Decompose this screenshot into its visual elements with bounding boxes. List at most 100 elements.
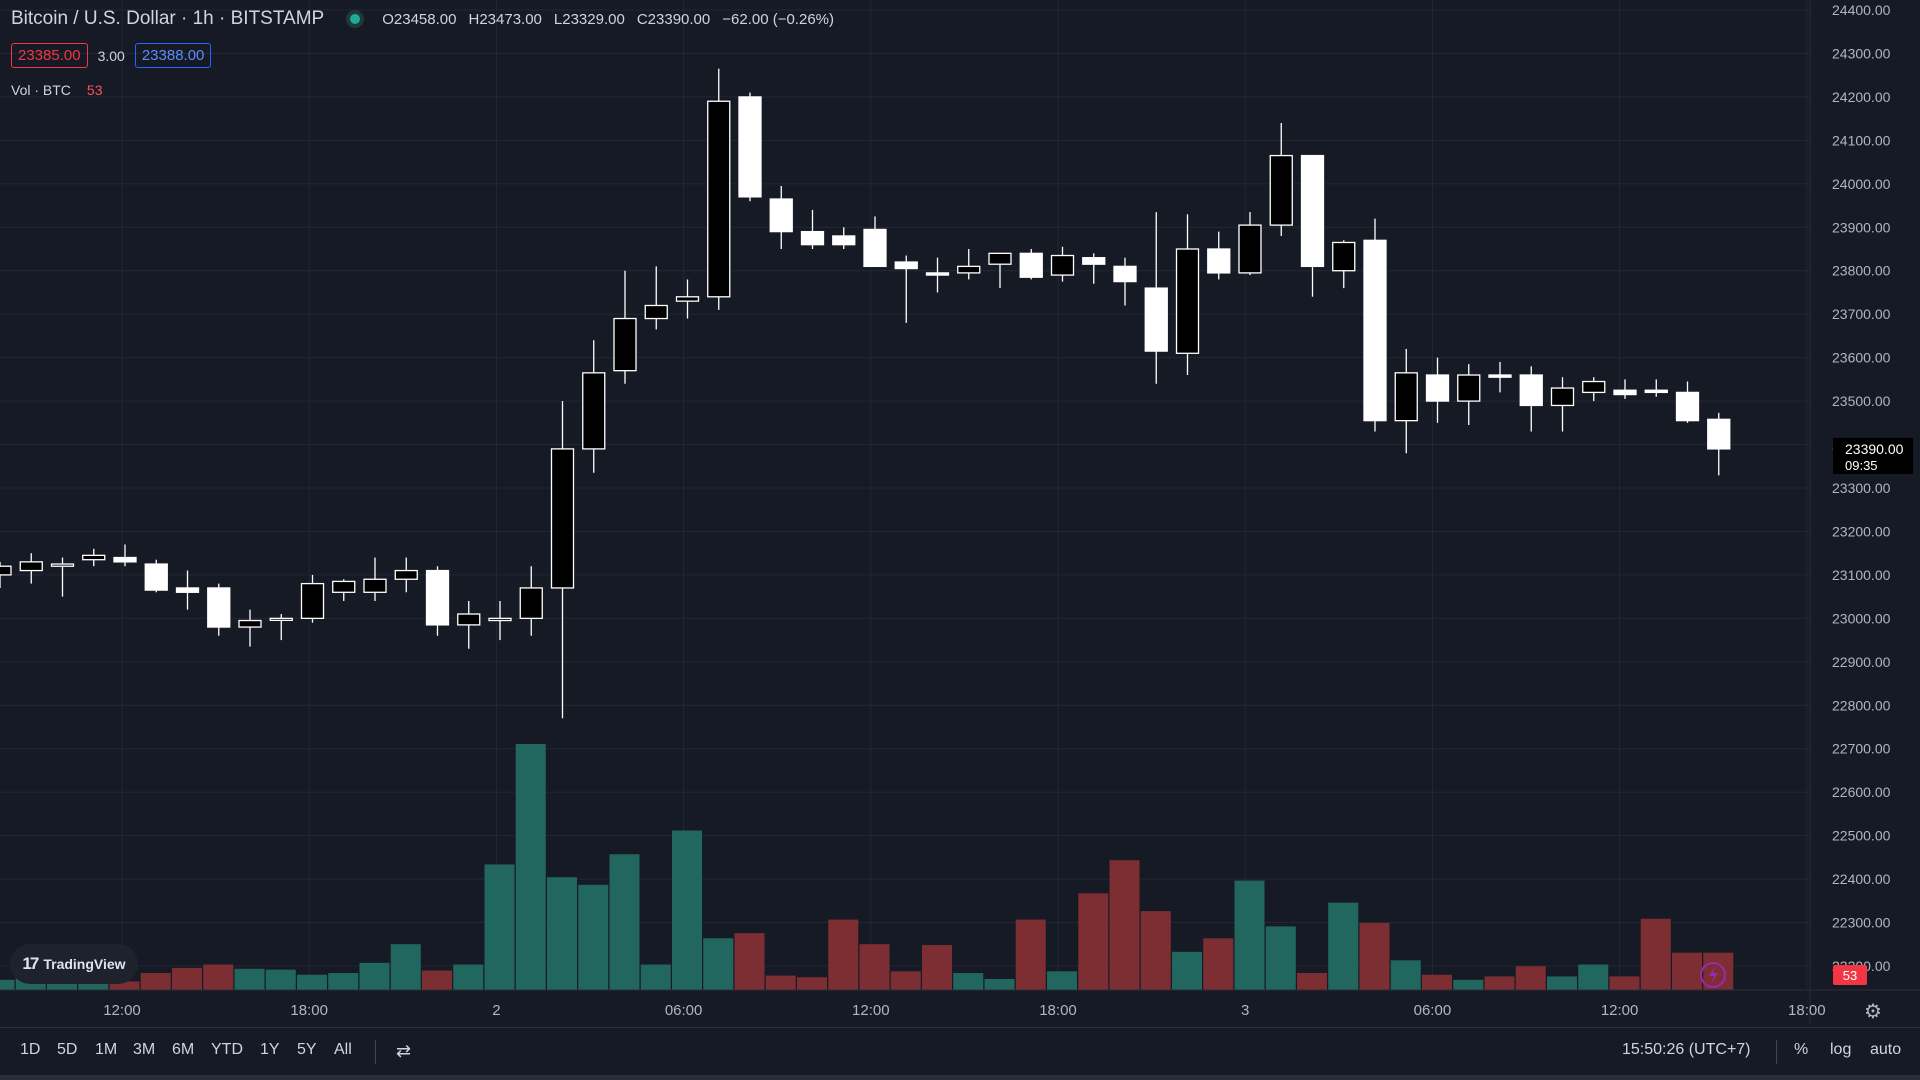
candle-body	[1019, 252, 1043, 278]
volume-legend[interactable]: Vol · BTC 53	[11, 82, 102, 98]
volume-bars	[0, 744, 1734, 990]
candle-body	[1582, 380, 1606, 394]
candle-body	[238, 619, 262, 628]
volume-bar	[109, 981, 140, 990]
percent-scale-button[interactable]: %	[1794, 1041, 1809, 1058]
time-tick-label: 06:00	[665, 1002, 703, 1019]
ohlc-change: −62.00 (−0.26%)	[722, 10, 834, 28]
price-tick-label: 24200.00	[1832, 89, 1891, 105]
price-tick-label: 22800.00	[1832, 697, 1891, 713]
candle-body	[800, 230, 825, 246]
lightning-icon[interactable]	[1700, 962, 1726, 988]
volume-bar	[1422, 974, 1452, 990]
volume-bar	[203, 964, 234, 990]
candle-body	[0, 565, 12, 576]
volume-bar	[640, 964, 671, 990]
price-tick-label: 24000.00	[1832, 176, 1891, 192]
open-label: O	[382, 10, 394, 28]
candle-body	[1675, 391, 1700, 422]
trade-buttons: 23385.00 3.00 23388.00	[11, 43, 212, 68]
volume-bar	[297, 974, 327, 990]
candle-body	[1707, 418, 1731, 450]
range-ytd-button[interactable]: YTD	[211, 1041, 243, 1058]
symbol-legend[interactable]: Bitcoin / U.S. Dollar · 1h · BITSTAMP O2…	[11, 8, 846, 30]
date-range-icon[interactable]: ⇄	[396, 1041, 412, 1061]
time-axis[interactable]: 12:00 18:00 2 06:00 12:00 18:00 3 06:00 12:00 18:…	[0, 989, 1920, 1019]
candle-body	[1457, 374, 1481, 402]
time-tick-label: 18:00	[1788, 1002, 1826, 1019]
candle-body	[613, 317, 637, 372]
symbol-title[interactable]: Bitcoin / U.S. Dollar · 1h · BITSTAMP	[11, 8, 325, 29]
range-1d-button[interactable]: 1D	[20, 1041, 41, 1058]
range-1m-button[interactable]: 1M	[95, 1041, 118, 1058]
volume-bar	[828, 919, 859, 990]
volume-bar	[1140, 911, 1171, 990]
price-axis[interactable]: 24400.00 24300.00 24200.00 24100.00 24000.00…	[1700, 0, 1913, 1024]
candle-body	[300, 582, 325, 620]
volume-bar	[1547, 976, 1577, 990]
time-tick-label: 12:00	[1601, 1002, 1639, 1019]
candle-body	[1332, 241, 1356, 272]
range-6m-button[interactable]: 6M	[172, 1041, 195, 1058]
open-value: 23458.00	[393, 10, 457, 28]
volume-bar	[547, 877, 577, 990]
candle-body	[832, 235, 856, 246]
bottom-toolbar: 1D 5D 1M 3M 6M YTD 1Y 5Y All ⇄ 15:50:26 …	[0, 1027, 1920, 1075]
range-5y-button[interactable]: 5Y	[297, 1041, 317, 1058]
range-3m-button[interactable]: 3M	[133, 1041, 156, 1058]
lightning-bolt-icon	[1709, 966, 1718, 984]
price-tick-label: 22900.00	[1832, 654, 1891, 670]
candle-body	[707, 100, 731, 298]
candle-body	[582, 372, 606, 450]
volume-bar	[422, 970, 452, 990]
volume-bar	[1078, 893, 1109, 990]
candle-body	[1425, 374, 1450, 402]
candle-body	[738, 96, 762, 198]
volume-bar	[0, 979, 15, 990]
timezone-clock[interactable]: 15:50:26 (UTC+7)	[1622, 1041, 1751, 1058]
sell-button[interactable]: 23385.00	[11, 43, 88, 68]
range-5d-button[interactable]: 5D	[57, 1041, 78, 1058]
spread-value: 3.00	[97, 47, 125, 64]
candle-body	[1175, 248, 1200, 354]
candle-body	[144, 563, 168, 591]
candle-body	[1519, 374, 1543, 407]
toolbar-divider-right	[1776, 1040, 1777, 1064]
ohlc-open: O23458.00	[382, 11, 456, 28]
candle-body	[1144, 287, 1168, 352]
volume-bar	[922, 945, 952, 990]
volume-bar	[1703, 952, 1734, 990]
volume-bar	[47, 979, 77, 990]
candle-body	[519, 587, 543, 620]
tradingview-logo[interactable]: 17 TradingView	[10, 944, 138, 984]
volume-bar	[515, 744, 546, 990]
candle-body	[488, 617, 512, 622]
volume-bar	[1578, 964, 1609, 990]
last-price-marker	[1833, 437, 1913, 474]
volume-label: Vol · BTC	[11, 82, 71, 98]
time-tick-label: 3	[1241, 1002, 1249, 1019]
candle-body	[1050, 254, 1075, 276]
log-scale-button[interactable]: log	[1830, 1041, 1852, 1058]
candle-body	[1644, 389, 1668, 394]
price-tick-label: 24100.00	[1832, 132, 1891, 148]
candle-body	[113, 556, 137, 563]
auto-scale-button[interactable]: auto	[1870, 1041, 1902, 1058]
candle-body	[1363, 239, 1387, 422]
horizontal-scrollbar[interactable]	[0, 1075, 1920, 1080]
buy-button[interactable]: 23388.00	[134, 43, 212, 68]
price-tick-label: 23600.00	[1832, 350, 1891, 366]
candle-body	[644, 304, 668, 320]
settings-gear-icon[interactable]: ⚙	[1864, 1001, 1882, 1023]
volume-bar	[1047, 971, 1077, 990]
time-tick-label: 06:00	[1414, 1002, 1452, 1019]
low-value: 23329.00	[562, 10, 625, 28]
volume-bar	[484, 864, 515, 990]
volume-bar	[1015, 919, 1046, 990]
price-chart[interactable]: 24400.00 24300.00 24200.00 24100.00 24000.00…	[0, 0, 1920, 1024]
volume-badge	[1833, 965, 1867, 985]
range-all-button[interactable]: All	[334, 1041, 352, 1058]
high-value: 23473.00	[479, 10, 542, 28]
range-1y-button[interactable]: 1Y	[260, 1041, 280, 1058]
candle-body	[550, 448, 575, 589]
